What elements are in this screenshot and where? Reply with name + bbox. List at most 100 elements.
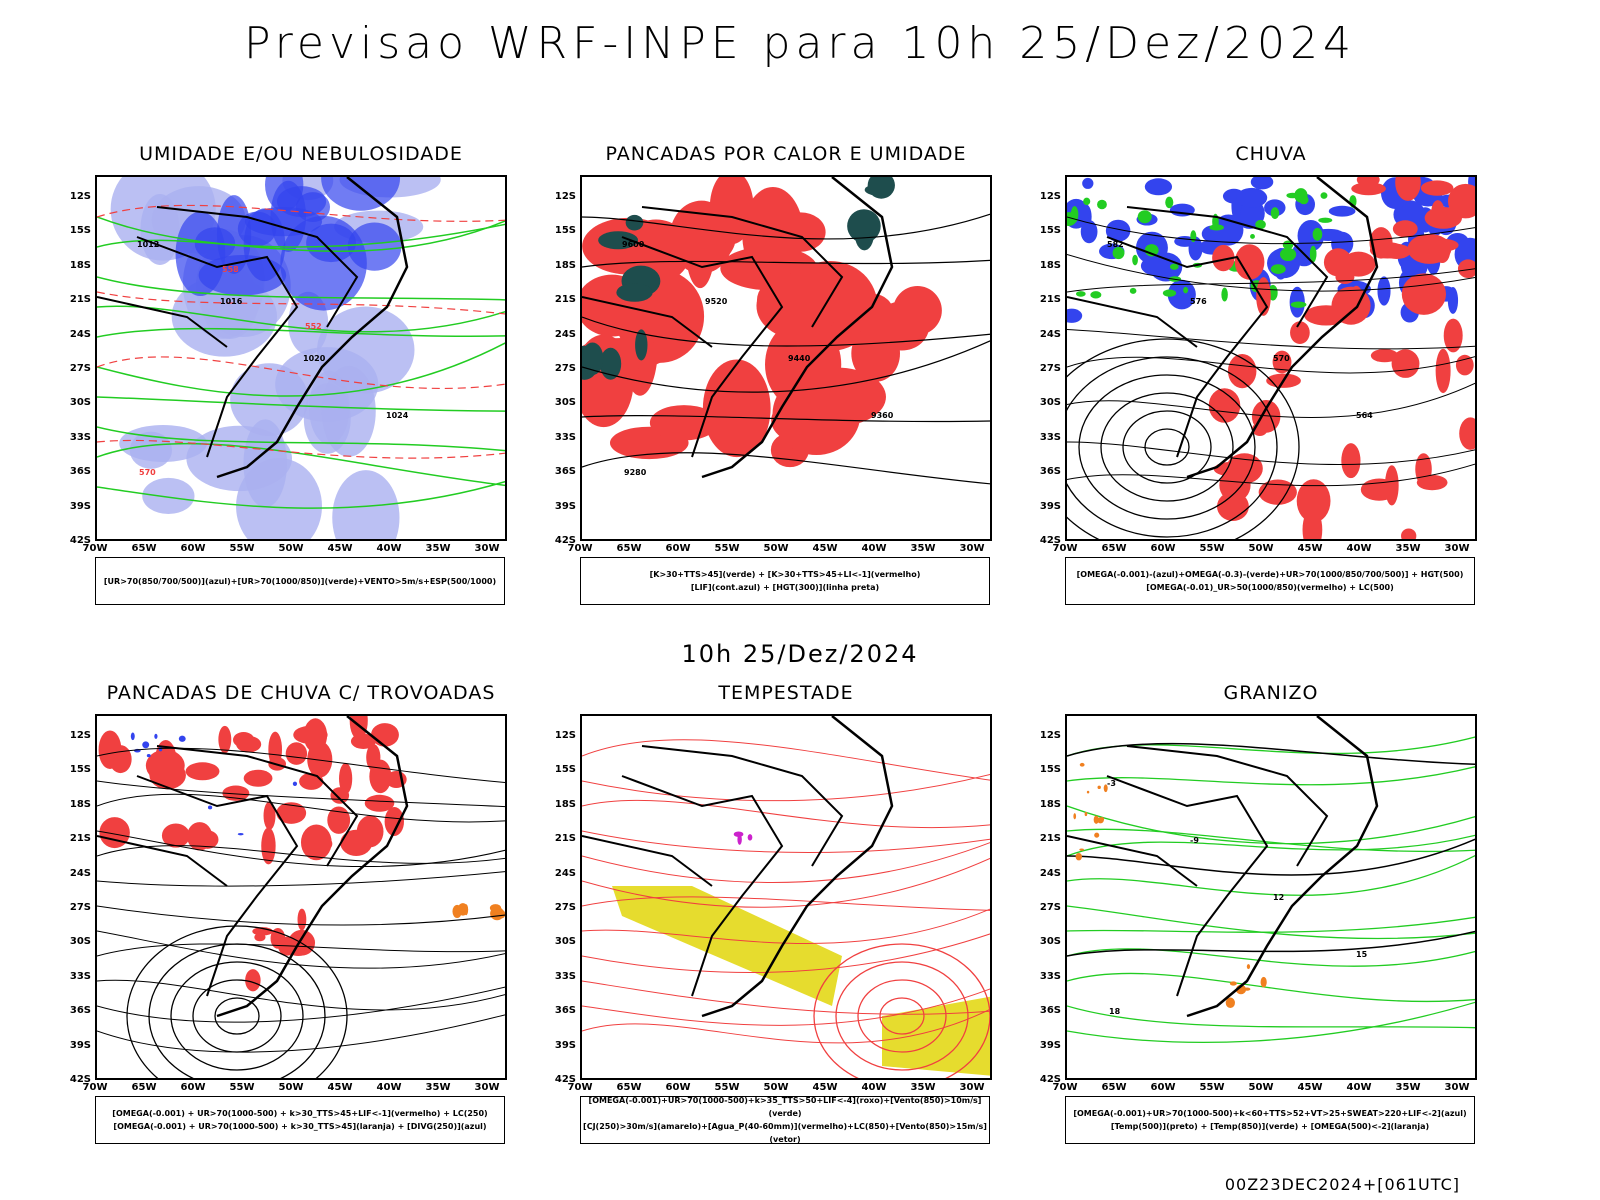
panel-legend: [OMEGA(-0.001)-(azul)+OMEGA(-0.3)-(verde…	[1065, 557, 1475, 605]
lat-tick-label: 21S	[69, 294, 91, 306]
forecast-time: 10h 25/Dez/2024	[681, 640, 919, 668]
field-patch	[1459, 417, 1475, 450]
run-info: 00Z23DEC2024+[061UTC]	[1224, 1175, 1460, 1194]
lat-tick-label: 24S	[1039, 867, 1061, 879]
contour-line	[97, 276, 505, 301]
lon-tick-label: 55W	[229, 543, 255, 554]
lon-tick-label: 70W	[1052, 1082, 1078, 1093]
lon-tick-label: 60W	[1150, 1082, 1176, 1093]
contour-line	[97, 291, 505, 315]
contour-line	[97, 480, 505, 509]
contour-line	[1067, 834, 1475, 857]
field-patch	[327, 806, 351, 834]
lat-tick-label: 27S	[69, 363, 91, 374]
panel-legend: [OMEGA(-0.001)+UR>70(1000-500)+k>35_TTS>…	[580, 1096, 990, 1144]
closed-contour	[192, 979, 282, 1053]
field-patch	[1392, 220, 1418, 238]
lon-tick-label: 30W	[959, 1082, 985, 1093]
contour-line	[97, 426, 505, 452]
contour-label: 1020	[303, 354, 326, 363]
field-patch	[1167, 279, 1196, 310]
field-patch	[236, 735, 262, 753]
lon-tick-label: 70W	[82, 543, 108, 554]
lat-tick-label: 12S	[1039, 730, 1061, 741]
contour-line	[1067, 905, 1475, 940]
map-area: 9600 9520 9440 9360 9280	[580, 175, 992, 541]
jet-stream-area	[882, 996, 990, 1076]
lat-tick-label: 33S	[1039, 970, 1061, 982]
field-patch	[599, 347, 622, 380]
contour-label: 12	[1273, 893, 1284, 902]
field-patch	[321, 365, 376, 457]
contour-label: 564	[1356, 411, 1373, 420]
field-patch	[263, 801, 276, 830]
lat-tick-label: 36S	[554, 466, 576, 478]
lon-tick-label: 50W	[1248, 543, 1274, 554]
contour-line	[1067, 1001, 1475, 1044]
lat-tick-label: 21S	[69, 833, 91, 845]
contour-line	[1067, 329, 1475, 350]
field-patch	[1112, 246, 1125, 260]
contour-line	[1067, 1005, 1475, 1029]
lon-tick-label: 65W	[616, 543, 642, 554]
lon-tick-label: 35W	[1395, 543, 1421, 554]
lon-tick-label: 55W	[1199, 543, 1225, 554]
panel-legend: [K>30+TTS>45](verde) + [K>30+TTS>45+LI<-…	[580, 557, 990, 605]
contour-label: 576	[1190, 297, 1207, 306]
borders	[97, 745, 359, 997]
field-patch	[1416, 474, 1448, 491]
legend-line: [OMEGA(-0.001)+UR>70(1000-500)+k<60+TTS>…	[1073, 1109, 1467, 1118]
field-patch	[1079, 848, 1084, 851]
field-patch	[1246, 964, 1251, 970]
contour-line	[97, 986, 505, 1023]
contour-line	[97, 356, 505, 390]
lat-tick-label: 42S	[1039, 1074, 1061, 1085]
field-patch	[1094, 832, 1100, 838]
field-patch	[321, 177, 401, 211]
closed-contour	[813, 943, 990, 1078]
field-patch	[1320, 192, 1328, 199]
field-patch	[847, 209, 881, 243]
lat-tick-label: 24S	[69, 867, 91, 879]
field-patch	[1351, 182, 1386, 196]
field-patch	[772, 372, 861, 456]
field-patch	[756, 273, 840, 339]
field-patch	[1258, 479, 1297, 505]
coastline	[1186, 716, 1379, 1018]
panel-title: PANCADAS POR CALOR E UMIDADE	[605, 143, 967, 165]
lon-tick-label: 40W	[376, 1082, 402, 1093]
field-patch	[99, 817, 130, 849]
field-patch	[306, 223, 356, 263]
field-patch	[1229, 981, 1237, 986]
field-patch	[1105, 219, 1131, 242]
closed-contour	[214, 997, 260, 1035]
field-patch	[1183, 286, 1189, 294]
contour-line	[97, 220, 505, 253]
contour-label: 570	[1273, 354, 1290, 363]
field-patch	[1457, 259, 1475, 279]
field-patch	[1225, 997, 1235, 1009]
field-patch	[145, 749, 185, 782]
contour-line	[1067, 948, 1475, 967]
lat-tick-label: 30S	[1039, 936, 1061, 948]
field-patch	[1377, 276, 1391, 306]
lat-tick-label: 15S	[554, 764, 576, 776]
field-patch	[339, 762, 353, 795]
panel-title: UMIDADE E/OU NEBULOSIDADE	[139, 143, 463, 165]
contour-line	[1067, 216, 1475, 245]
map-panel: CHUVA 582 576 570 564 12S 15S 18S 21S 24S 27S 30S…	[1040, 143, 1477, 605]
field-patch	[702, 359, 771, 458]
map-area: 1012 1016 1020 1024 570 558 552	[95, 175, 507, 541]
contour-line	[1067, 742, 1475, 766]
field-patch	[1129, 287, 1137, 294]
field-patch	[1455, 354, 1474, 376]
contour-line	[97, 979, 505, 1011]
lat-tick-label: 21S	[1039, 833, 1061, 845]
legend-line: [OMEGA(-0.001) + UR>70(1000-500) + k>30_…	[112, 1109, 488, 1118]
field-patch	[1221, 287, 1228, 302]
contour-line	[582, 340, 990, 393]
field-patch	[1234, 244, 1265, 280]
lon-tick-label: 65W	[1101, 1082, 1127, 1093]
lat-tick-label: 15S	[69, 764, 91, 776]
field-patch	[1250, 233, 1255, 239]
